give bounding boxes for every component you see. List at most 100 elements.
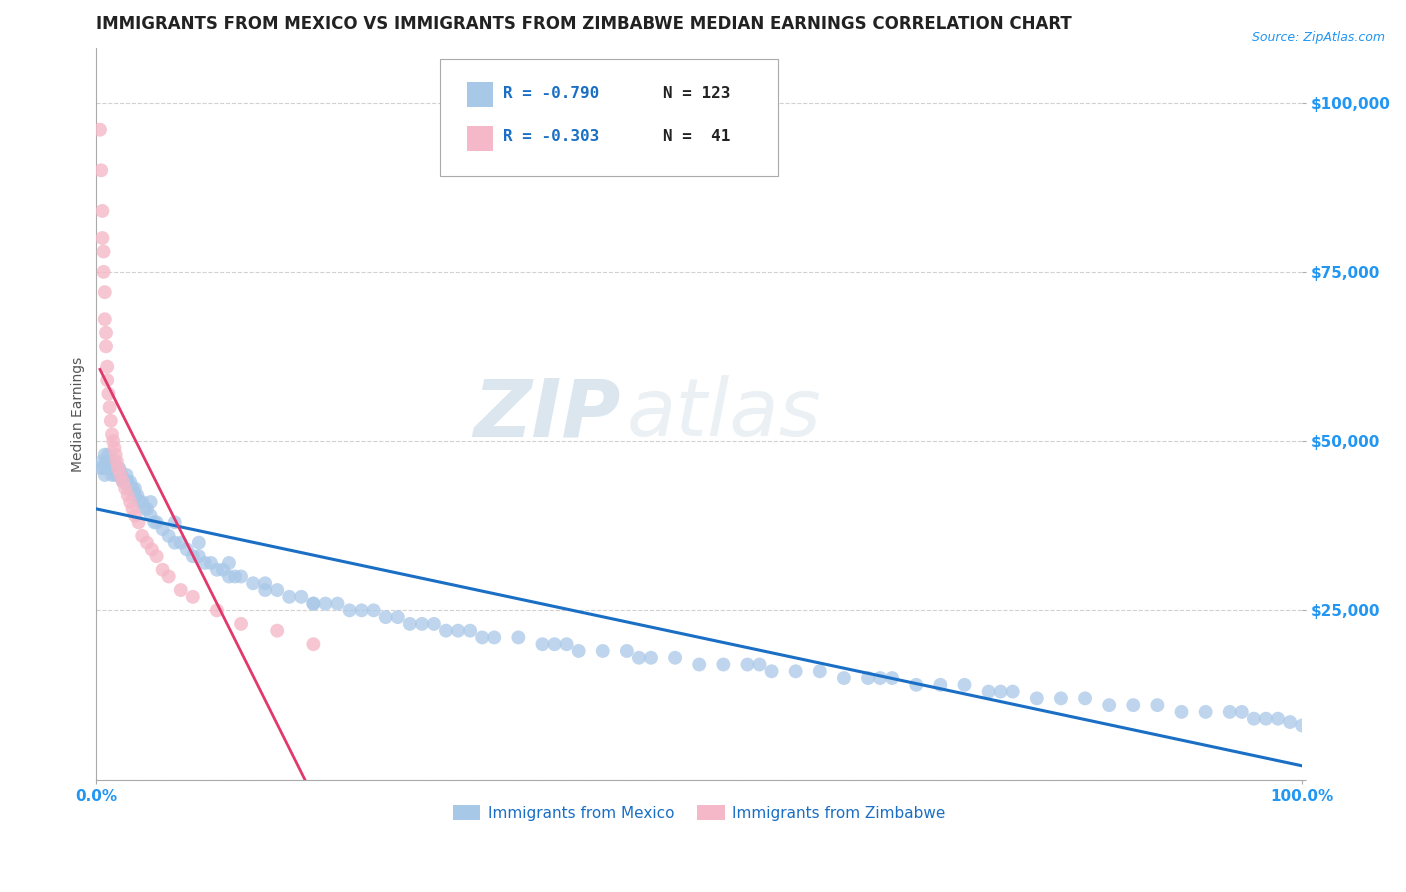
Point [103,454,125,468]
Point [302,637,325,651]
Text: N =  41: N = 41 [664,129,731,145]
Text: N = 123: N = 123 [664,86,731,101]
Text: ZIP: ZIP [474,375,621,453]
Point [592,644,614,658]
Point [90,461,112,475]
Point [374,610,396,624]
Point [187,549,209,564]
Point [664,650,686,665]
Point [97,386,120,401]
Point [104,467,127,482]
Point [748,657,770,672]
Point [115,467,138,482]
Point [314,597,336,611]
Point [124,488,146,502]
Point [152,522,174,536]
Point [103,434,125,449]
Point [127,488,149,502]
FancyBboxPatch shape [467,126,494,151]
Point [1219,705,1241,719]
Point [134,501,156,516]
Point [93,461,115,475]
Point [118,482,141,496]
FancyBboxPatch shape [440,60,778,177]
Point [120,495,142,509]
Point [117,475,139,489]
Point [531,637,554,651]
Point [103,441,125,455]
Point [242,576,264,591]
Point [124,482,146,496]
Point [711,657,734,672]
Point [128,495,150,509]
Point [640,650,662,665]
Point [139,508,162,523]
Point [105,461,128,475]
Point [627,650,650,665]
Point [115,475,138,489]
Point [91,454,114,468]
Point [97,448,120,462]
Point [1074,691,1097,706]
Point [194,556,217,570]
Point [110,467,132,482]
Point [363,603,385,617]
Point [163,535,186,549]
Point [471,631,494,645]
Point [120,482,142,496]
Point [882,671,904,685]
Point [94,285,117,300]
Point [1170,705,1192,719]
Point [266,582,288,597]
Point [96,359,118,374]
Point [254,582,277,597]
Point [136,535,159,549]
Point [205,563,228,577]
Legend: Immigrants from Mexico, Immigrants from Zimbabwe: Immigrants from Mexico, Immigrants from … [447,799,952,827]
Point [181,590,204,604]
Point [423,616,446,631]
Point [187,535,209,549]
FancyBboxPatch shape [467,82,494,107]
Point [1230,705,1253,719]
Point [107,467,129,482]
Point [869,671,891,685]
Point [1050,691,1073,706]
Point [145,516,167,530]
Point [139,495,162,509]
Point [434,624,457,638]
Point [266,624,288,638]
Point [1279,714,1302,729]
Point [152,563,174,577]
Point [387,610,409,624]
Point [145,549,167,564]
Point [112,475,135,489]
Point [1254,712,1277,726]
Point [447,624,470,638]
Text: Source: ZipAtlas.com: Source: ZipAtlas.com [1251,31,1385,45]
Point [91,203,114,218]
Point [96,373,118,387]
Point [508,631,530,645]
Point [1267,712,1289,726]
Point [141,542,163,557]
Point [737,657,759,672]
Point [101,427,124,442]
Point [136,501,159,516]
Point [905,678,928,692]
Point [121,501,143,516]
Y-axis label: Median Earnings: Median Earnings [72,357,86,472]
Point [163,516,186,530]
Point [93,265,115,279]
Point [117,488,139,502]
Point [224,569,246,583]
Point [100,461,122,475]
Point [100,414,122,428]
Point [110,467,132,482]
Point [484,631,506,645]
Text: R = -0.303: R = -0.303 [503,129,599,145]
Point [111,475,134,489]
Point [302,597,325,611]
Point [93,244,115,259]
Point [1194,705,1216,719]
